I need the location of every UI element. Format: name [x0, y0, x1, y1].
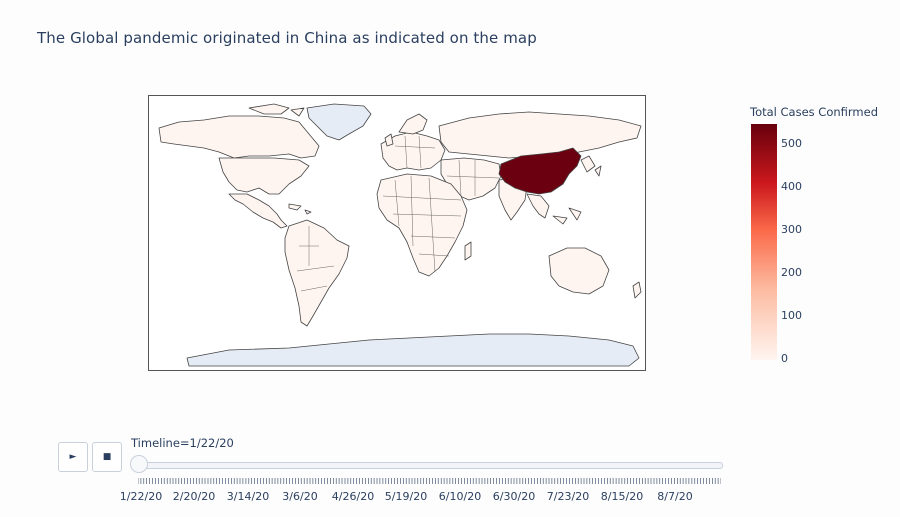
country-china[interactable]: [498, 147, 582, 195]
stop-icon: ■: [102, 452, 112, 462]
play-button[interactable]: ►: [58, 442, 88, 472]
chart-title: The Global pandemic originated in China …: [37, 29, 537, 47]
country-arctic-islands[interactable]: [248, 103, 305, 117]
country-caribbean[interactable]: [288, 203, 312, 215]
world-map-svg[interactable]: [149, 96, 645, 370]
timeline-tick-label: 1/22/20: [119, 490, 163, 503]
country-uk[interactable]: [384, 133, 394, 147]
colorbar-tick-400: 400: [781, 180, 802, 193]
colorbar-tick-300: 300: [781, 223, 802, 236]
country-mexico[interactable]: [228, 193, 288, 229]
timeline-tick-label: 3/6/20: [282, 490, 318, 503]
colorbar-tick-0: 0: [781, 352, 788, 365]
timeline-slider-handle[interactable]: [130, 455, 148, 473]
timeline-tick-labels: 1/22/20 2/20/20 3/14/20 3/6/20 4/26/20 5/19/2…: [0, 490, 900, 506]
timeline-tick-label: 2/20/20: [172, 490, 216, 503]
country-japan[interactable]: [580, 155, 602, 177]
colorbar-title: Total Cases Confirmed: [750, 105, 879, 119]
timeline-tick-label: 3/14/20: [226, 490, 270, 503]
timeline-tick-label: 4/26/20: [331, 490, 375, 503]
country-madagascar[interactable]: [464, 241, 472, 261]
colorbar-tick-100: 100: [781, 309, 802, 322]
timeline-tick-label: 8/15/20: [600, 490, 644, 503]
timeline-tick-label: 6/30/20: [492, 490, 536, 503]
country-canada[interactable]: [158, 115, 320, 159]
timeline-slider-track[interactable]: [138, 462, 723, 469]
timeline-tick-label: 6/10/20: [438, 490, 482, 503]
colorbar-tick-500: 500: [781, 137, 802, 150]
world-map[interactable]: [148, 95, 646, 371]
country-greenland[interactable]: [306, 103, 372, 141]
country-australia[interactable]: [548, 247, 610, 295]
timeline-slider-ticks: [138, 478, 721, 484]
colorbar: [751, 124, 777, 360]
country-scandinavia[interactable]: [398, 113, 428, 135]
timeline-tick-label: 5/19/20: [384, 490, 428, 503]
colorbar-tick-200: 200: [781, 266, 802, 279]
timeline-tick-label: 7/23/20: [546, 490, 590, 503]
country-usa[interactable]: [218, 157, 310, 195]
country-antarctica[interactable]: [186, 333, 640, 367]
country-south-america[interactable]: [284, 219, 350, 327]
country-southeast-asia[interactable]: [526, 193, 582, 225]
country-africa[interactable]: [376, 173, 468, 277]
country-russia[interactable]: [438, 111, 642, 159]
timeline-tick-label: 8/7/20: [657, 490, 693, 503]
play-icon: ►: [69, 452, 77, 462]
timeline-label: Timeline=1/22/20: [131, 436, 234, 450]
stop-button[interactable]: ■: [92, 442, 122, 472]
country-new-zealand[interactable]: [632, 281, 642, 299]
